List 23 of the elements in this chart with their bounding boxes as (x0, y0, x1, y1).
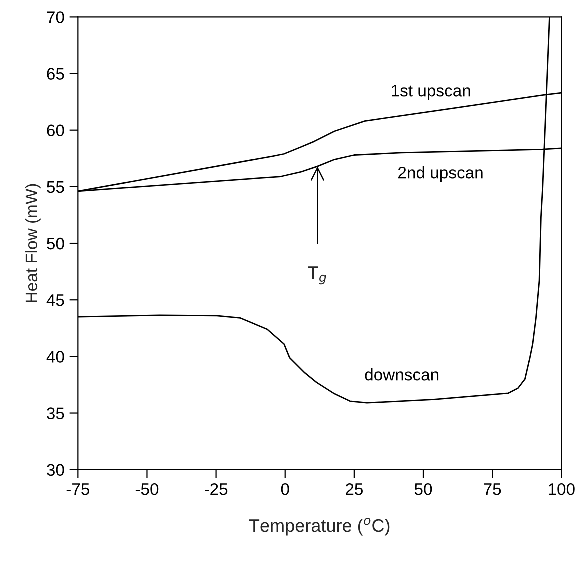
x-tick-label: 50 (414, 483, 432, 496)
y-tick-label: 65 (47, 68, 64, 80)
y-tick-label: 50 (47, 238, 64, 250)
x-tick-label: 25 (346, 483, 363, 496)
y-tick-label: 40 (46, 351, 64, 363)
x-tick-label: 75 (484, 484, 502, 496)
series-label: 2nd upscan (398, 166, 483, 182)
x-tick-label: -50 (136, 483, 159, 496)
x-tick-label: -25 (204, 483, 228, 496)
y-tick-label: 60 (47, 124, 64, 137)
annotation: T$_{g}$ (308, 266, 326, 285)
series-label: downscan (365, 368, 439, 381)
x-tick-label: -75 (66, 484, 90, 496)
y-tick-label: 30 (47, 464, 64, 476)
y-axis-title: Heat Flow (mW) (25, 184, 41, 302)
y-tick-label: 70 (47, 12, 64, 24)
x-tick-label: 100 (549, 483, 575, 496)
y-tick-label: 55 (47, 182, 64, 194)
x-axis-title: Temperature ($^{o}$C) (249, 518, 390, 536)
y-tick-label: 35 (47, 408, 64, 420)
y-tick-label: 45 (46, 294, 64, 306)
series-label: 1st upscan (392, 85, 470, 100)
x-tick-label: 0 (281, 483, 290, 496)
